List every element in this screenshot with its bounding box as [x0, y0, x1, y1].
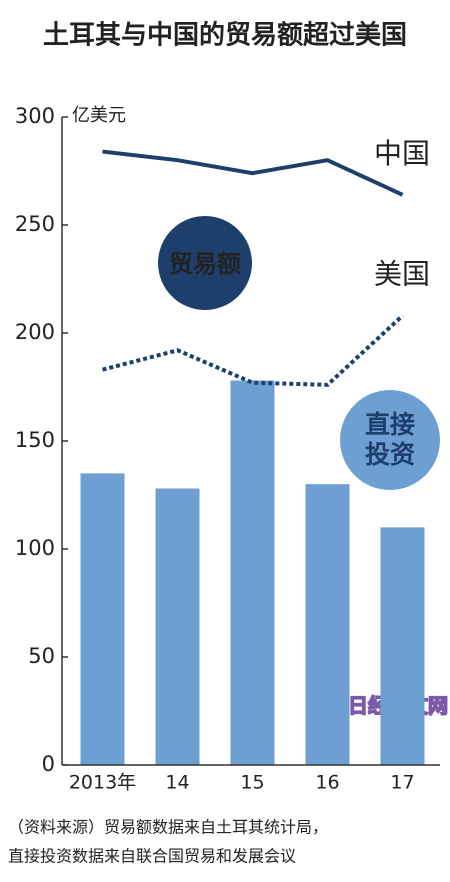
y-unit: 亿美元	[72, 105, 126, 126]
legend-label: 直接投资	[364, 410, 415, 469]
chart-title: 土耳其与中国的贸易额超过美国	[43, 20, 407, 51]
x-tick-label: 14	[165, 772, 189, 794]
x-tick-label: 16	[315, 772, 339, 794]
source-line: 直接投资数据来自联合国贸易和发展会议	[8, 847, 296, 866]
line	[101, 314, 404, 387]
group-label: 贸易额	[169, 250, 241, 278]
bar	[230, 380, 275, 765]
series-label: 美国	[374, 258, 430, 291]
y-tick-label: 200	[15, 320, 55, 344]
y-tick-label: 0	[42, 752, 55, 776]
bar	[155, 488, 200, 765]
source-line: （资料来源）贸易额数据来自土耳其统计局，	[8, 818, 328, 837]
y-tick-label: 300	[15, 104, 55, 128]
bar	[305, 484, 350, 765]
series-label: 中国	[374, 137, 430, 170]
legend-badge	[340, 390, 440, 490]
x-tick-label: 2013年	[69, 772, 136, 794]
line	[102, 149, 404, 197]
bar	[80, 473, 125, 765]
legend-box: 直接投资	[364, 410, 415, 469]
y-tick-label: 250	[15, 212, 55, 236]
y-tick-label: 150	[15, 428, 55, 452]
bar	[380, 527, 425, 765]
x-tick-label: 15	[240, 772, 264, 794]
y-tick-label: 50	[28, 644, 55, 668]
group-badge	[158, 216, 252, 310]
x-tick-label: 17	[390, 772, 414, 794]
y-tick-label: 100	[15, 536, 55, 560]
